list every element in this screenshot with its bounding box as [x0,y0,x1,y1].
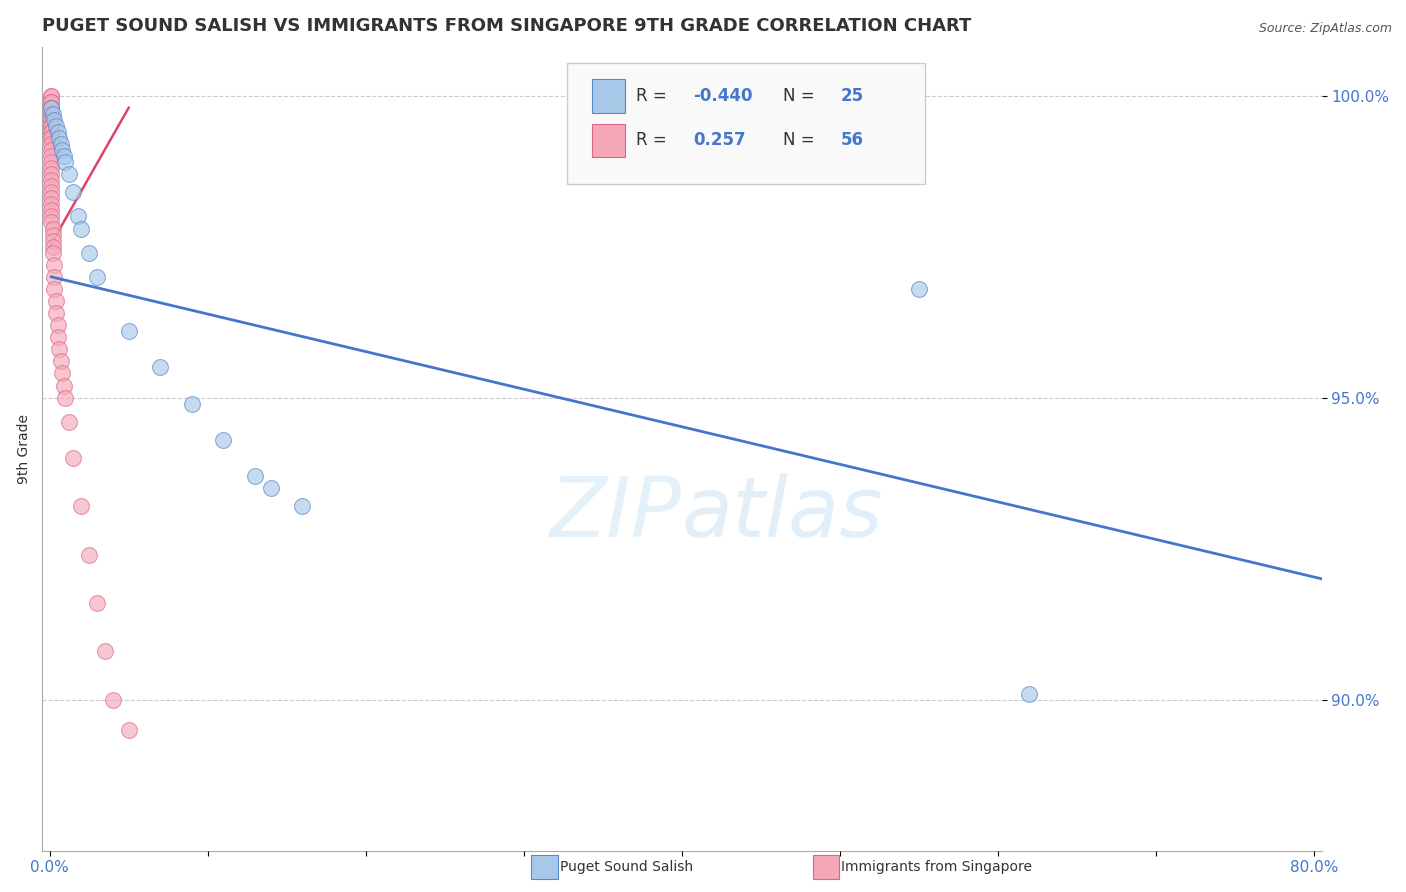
Point [94,644,117,658]
Point [86,596,108,610]
Point [45,293,67,308]
Point [39,95,62,109]
Point [49,136,72,151]
Point [39,101,62,115]
Point [44,112,66,127]
Point [39,167,62,181]
Text: PUGET SOUND SALISH VS IMMIGRANTS FROM SINGAPORE 9TH GRADE CORRELATION CHART: PUGET SOUND SALISH VS IMMIGRANTS FROM SI… [42,17,972,35]
Point [44,269,66,284]
Text: N =: N = [783,131,820,149]
Point [39,131,62,145]
Point [39,112,62,127]
Point [39,197,62,211]
Point [39,191,62,205]
Text: R =: R = [636,131,672,149]
Point [62,186,84,200]
Text: -0.440: -0.440 [693,87,752,104]
Point [46,125,69,139]
Point [39,112,62,127]
Point [1018,687,1040,701]
Point [39,119,62,133]
Point [48,343,70,357]
Point [39,210,62,224]
Point [42,107,65,121]
Text: 25: 25 [841,87,863,104]
Point [70,221,93,235]
Point [39,136,62,151]
Point [118,324,141,338]
Point [212,433,235,447]
Point [907,282,929,296]
Point [42,234,65,248]
Point [58,167,80,181]
Point [180,397,202,411]
Point [42,221,65,235]
Point [77,548,100,562]
Point [42,245,65,260]
Text: Puget Sound Salish: Puget Sound Salish [560,860,693,874]
Point [39,119,62,133]
Point [39,125,62,139]
Point [39,107,62,121]
Point [39,131,62,145]
Point [77,245,100,260]
Text: 56: 56 [841,131,863,149]
Text: N =: N = [783,87,820,104]
Text: 0.257: 0.257 [693,131,745,149]
Point [45,119,67,133]
Point [55,391,77,405]
Point [51,367,73,381]
Point [62,450,84,465]
Point [46,318,69,333]
Point [44,282,66,296]
Point [39,88,62,103]
Point [39,125,62,139]
Point [48,131,70,145]
Point [39,95,62,109]
Point [101,692,124,706]
Point [45,306,67,320]
Point [118,723,141,737]
Point [39,143,62,157]
Point [42,227,65,242]
Point [86,269,108,284]
Point [58,415,80,429]
Point [291,500,314,514]
Point [39,155,62,169]
Point [39,161,62,175]
Point [52,149,75,163]
Point [243,469,266,483]
Point [260,481,283,495]
Point [51,143,73,157]
Point [46,330,69,344]
Point [52,378,75,392]
Point [39,107,62,121]
Point [39,215,62,229]
Point [42,240,65,254]
Point [49,354,72,368]
Point [70,500,93,514]
FancyBboxPatch shape [592,124,626,157]
Point [39,101,62,115]
Text: atlas: atlas [682,473,883,554]
Point [39,101,62,115]
Y-axis label: 9th Grade: 9th Grade [17,414,31,484]
Text: Source: ZipAtlas.com: Source: ZipAtlas.com [1258,22,1392,36]
Point [39,149,62,163]
Point [39,186,62,200]
Point [55,155,77,169]
Point [39,173,62,187]
Text: R =: R = [636,87,672,104]
Text: Immigrants from Singapore: Immigrants from Singapore [841,860,1032,874]
Point [149,360,172,375]
Point [39,88,62,103]
Text: ZIP: ZIP [550,473,682,554]
FancyBboxPatch shape [592,79,626,113]
Point [67,210,90,224]
Point [39,179,62,194]
FancyBboxPatch shape [567,63,925,184]
Point [44,258,66,272]
Point [39,203,62,218]
